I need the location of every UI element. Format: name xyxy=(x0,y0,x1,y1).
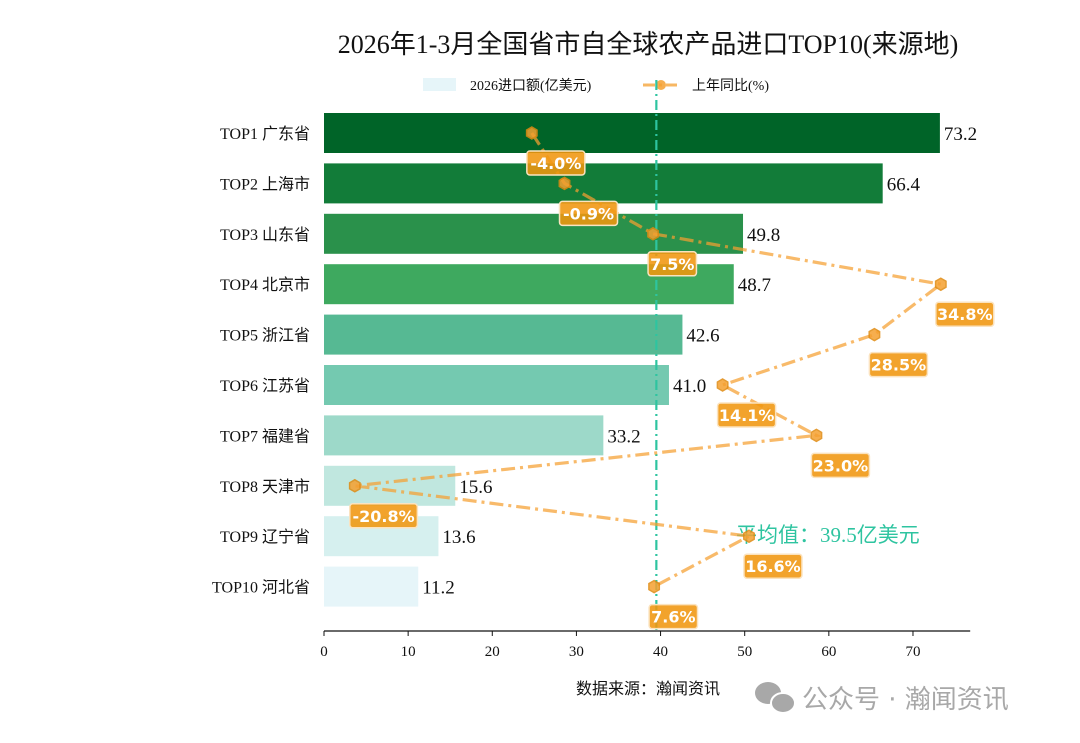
yoy-label: 7.6% xyxy=(648,603,699,630)
yoy-label: 23.0% xyxy=(810,452,871,479)
yoy-point xyxy=(348,478,361,493)
watermark: 公众号 · 瀚闻资讯 xyxy=(755,682,1009,715)
yoy-label: 34.8% xyxy=(935,301,995,327)
legend-line-label: 上年同比(%) xyxy=(692,78,769,94)
yoy-label-text: 14.1% xyxy=(719,406,775,425)
yoy-point xyxy=(648,579,661,594)
bar-value-label: 13.6 xyxy=(442,527,475,548)
yoy-label-box xyxy=(716,402,777,428)
y-tick-label: TOP6 江苏省 xyxy=(220,377,310,395)
bar-value-label: 15.6 xyxy=(459,477,492,498)
wechat-icon xyxy=(755,682,796,714)
yoy-point xyxy=(810,428,823,443)
bar-value-label: 66.4 xyxy=(887,174,921,195)
source-note: 数据来源：瀚闻资讯 xyxy=(576,680,720,698)
average-label: 平均值：39.5亿美元 xyxy=(736,523,920,547)
y-tick-label: TOP8 天津市 xyxy=(220,478,310,496)
yoy-label-text: 34.8% xyxy=(937,305,993,324)
y-tick-label: TOP3 山东省 xyxy=(220,226,310,244)
y-tick-label: TOP7 福建省 xyxy=(220,427,310,445)
yoy-point xyxy=(716,378,729,392)
bar-value-label: 49.8 xyxy=(747,225,780,246)
yoy-label: -0.9% xyxy=(558,200,619,227)
legend-line-marker xyxy=(656,80,666,90)
yoy-label: 14.1% xyxy=(716,402,777,428)
x-tick-label: 30 xyxy=(569,644,584,660)
yoy-point xyxy=(743,529,755,544)
x-tick-label: 0 xyxy=(320,644,328,660)
yoy-label-box xyxy=(868,351,929,378)
bar xyxy=(324,163,883,204)
yoy-label-text: 7.5% xyxy=(650,255,694,274)
y-tick-label: TOP4 北京市 xyxy=(220,276,310,294)
yoy-label-text: 23.0% xyxy=(813,456,869,475)
yoy-label-box xyxy=(526,150,586,176)
yoy-label-box xyxy=(558,200,619,227)
bar-value-label: 33.2 xyxy=(607,426,640,447)
x-tick-label: 60 xyxy=(821,644,836,660)
y-tick-label: TOP2 上海市 xyxy=(220,175,310,193)
yoy-label-box xyxy=(648,603,699,630)
legend-bar-label: 2026进口额(亿美元) xyxy=(470,78,592,94)
x-tick-label: 10 xyxy=(401,644,416,660)
yoy-label-box xyxy=(935,301,995,327)
bar xyxy=(324,415,604,456)
bar xyxy=(324,465,456,506)
yoy-label-box xyxy=(349,503,419,529)
yoy-point xyxy=(558,176,571,191)
yoy-label: -4.0% xyxy=(526,150,586,176)
y-tick-label: TOP5 浙江省 xyxy=(220,327,310,345)
x-tick-label: 50 xyxy=(737,644,752,660)
yoy-label-text: 7.6% xyxy=(651,608,695,627)
watermark-text: 公众号 · 瀚闻资讯 xyxy=(802,685,1009,715)
bar xyxy=(324,213,744,254)
bar xyxy=(324,365,669,405)
yoy-label-box xyxy=(743,553,803,579)
bar-value-label: 48.7 xyxy=(738,275,771,296)
yoy-point xyxy=(868,327,881,342)
yoy-label-box xyxy=(810,452,871,479)
bar xyxy=(324,113,940,153)
yoy-label: -20.8% xyxy=(349,503,419,529)
bar-value-label: 41.0 xyxy=(673,376,706,397)
yoy-label-text: -0.9% xyxy=(563,204,614,223)
yoy-label-text: -4.0% xyxy=(530,154,581,173)
yoy-label: 16.6% xyxy=(743,553,803,579)
bar xyxy=(324,314,683,355)
legend-bar-swatch xyxy=(423,78,456,91)
yoy-label: 28.5% xyxy=(868,351,929,378)
yoy-label-text: -20.8% xyxy=(352,507,414,526)
yoy-point xyxy=(525,126,538,140)
chart-title: 2026年1-3月全国省市自全球农产品进口TOP10(来源地) xyxy=(338,30,959,59)
x-tick-label: 20 xyxy=(485,644,500,660)
y-tick-label: TOP10 河北省 xyxy=(212,579,310,597)
y-tick-label: TOP9 辽宁省 xyxy=(220,528,310,546)
yoy-label-box xyxy=(647,251,698,277)
bar-value-label: 73.2 xyxy=(944,124,977,145)
yoy-label-text: 16.6% xyxy=(745,557,801,576)
bar-value-label: 11.2 xyxy=(422,578,455,599)
y-tick-label: TOP1 广东省 xyxy=(220,125,310,143)
bar-value-label: 42.6 xyxy=(686,326,719,347)
x-tick-label: 70 xyxy=(905,644,920,660)
yoy-point xyxy=(647,226,659,241)
yoy-label: 7.5% xyxy=(647,251,698,277)
x-tick-label: 40 xyxy=(653,644,668,660)
bar xyxy=(324,566,419,607)
yoy-point xyxy=(934,277,947,292)
legend: 2026进口额(亿美元) 上年同比(%) xyxy=(423,78,769,94)
yoy-label-text: 28.5% xyxy=(871,356,927,375)
